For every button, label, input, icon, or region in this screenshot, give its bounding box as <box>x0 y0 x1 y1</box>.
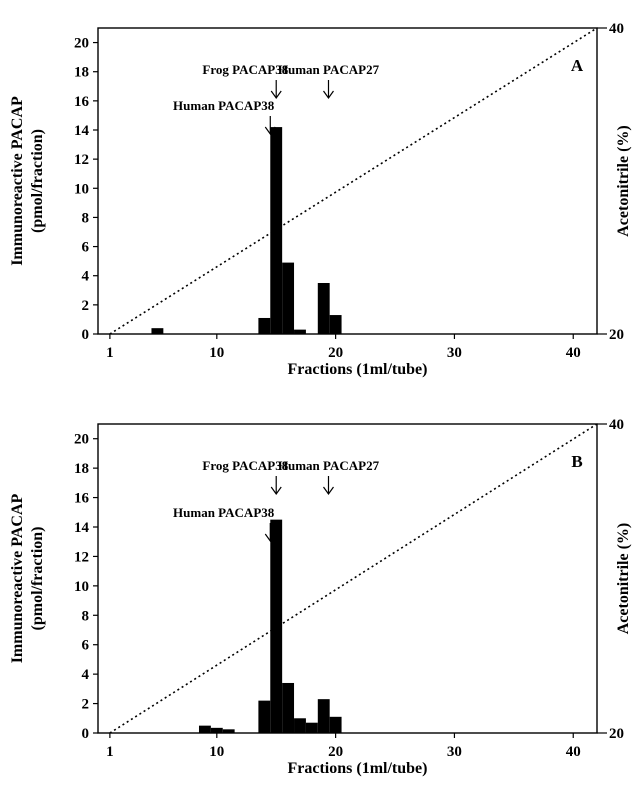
y-tick-label: 12 <box>74 549 89 565</box>
y-tick-label: 16 <box>74 94 90 110</box>
x-axis-title: Fractions (1ml/tube) <box>288 361 428 378</box>
bar <box>270 127 283 334</box>
annotation-label: Human PACAP38 <box>173 98 275 113</box>
y-tick-label: 14 <box>74 520 90 536</box>
bar <box>317 699 330 733</box>
plot-frame <box>97 27 598 335</box>
y-tick-label: 18 <box>74 461 89 477</box>
y2-tick-label: 20 <box>609 327 624 343</box>
y-axis-subtitle: (pmol/fraction) <box>29 527 46 631</box>
bar <box>258 317 271 334</box>
bar <box>294 718 306 733</box>
y-tick-label: 10 <box>74 181 89 197</box>
bar <box>151 328 164 334</box>
acetonitrile-gradient-line <box>109 27 598 335</box>
x-axis-title: Fractions (1ml/tube) <box>288 760 428 777</box>
y-tick-label: 8 <box>82 210 90 226</box>
x-tick-label: 20 <box>328 345 343 361</box>
x-tick-label: 20 <box>328 744 343 760</box>
annotation-arrow-head <box>270 90 282 100</box>
y-tick-label: 0 <box>82 327 90 343</box>
y-axis-title: Immunoreactive PACAP <box>9 493 26 663</box>
bar <box>210 727 223 733</box>
y2-tick-label: 40 <box>609 417 624 433</box>
y2-tick-label: 20 <box>609 726 624 742</box>
y-tick-label: 2 <box>82 298 90 314</box>
y-tick-label: 6 <box>82 240 90 256</box>
bar <box>317 283 330 334</box>
bar <box>329 716 342 733</box>
annotation-label: Frog PACAP38 <box>202 458 288 473</box>
y-tick-label: 10 <box>74 579 89 595</box>
annotation-label: Human PACAP27 <box>278 458 380 473</box>
y-tick-label: 20 <box>74 432 89 448</box>
chart-panel-b: 0 2 4 6 8 10 12 14 16 18 20 1 10 20 30 40 20 40 Fractions … <box>9 417 632 777</box>
y-tick-label: 12 <box>74 152 89 168</box>
plot-frame <box>97 423 598 734</box>
bar <box>198 725 211 733</box>
annotation-label: Human PACAP27 <box>278 62 380 77</box>
y-tick-label: 4 <box>82 667 90 683</box>
annotation-arrow-head <box>264 126 276 136</box>
y-tick-label: 18 <box>74 65 89 81</box>
chart-panel-a: 0 2 4 6 8 10 12 14 16 18 20 1 10 20 30 40 20 40 Fractions … <box>9 21 632 378</box>
panel-letter: A <box>571 56 584 75</box>
y-tick-label: 2 <box>82 697 90 713</box>
x-tick-label: 1 <box>106 744 114 760</box>
panel-letter: B <box>571 452 582 471</box>
bar <box>282 682 295 733</box>
x-tick-label: 1 <box>106 345 114 361</box>
x-tick-label: 10 <box>209 345 224 361</box>
annotation-arrow-head <box>323 90 334 100</box>
annotation-label: Human PACAP38 <box>173 505 275 520</box>
x-tick-label: 30 <box>447 345 462 361</box>
bar <box>305 722 318 733</box>
y-tick-label: 20 <box>74 36 89 52</box>
acetonitrile-gradient-line <box>109 423 598 734</box>
y-tick-label: 0 <box>82 726 90 742</box>
x-tick-label: 40 <box>566 744 581 760</box>
annotation-label: Frog PACAP38 <box>202 62 288 77</box>
annotation-arrow-head <box>264 533 276 543</box>
x-tick-label: 10 <box>209 744 224 760</box>
y-tick-label: 14 <box>74 123 90 139</box>
y-tick-label: 4 <box>82 269 90 285</box>
x-tick-label: 30 <box>447 744 462 760</box>
bar <box>222 729 235 733</box>
y2-tick-label: 40 <box>609 21 624 37</box>
y-tick-label: 8 <box>82 608 90 624</box>
bar <box>329 315 342 334</box>
y2-axis-title: Acetonitrile (%) <box>615 523 632 635</box>
annotation-arrow-head <box>270 486 282 496</box>
bar <box>258 700 271 733</box>
bar <box>270 519 283 733</box>
y2-axis-title: Acetonitrile (%) <box>615 125 632 237</box>
bar <box>294 329 306 334</box>
y-axis-subtitle: (pmol/fraction) <box>29 129 46 233</box>
annotation-arrow-head <box>323 486 334 496</box>
y-axis-title: Immunoreactive PACAP <box>9 96 26 266</box>
x-tick-label: 40 <box>566 345 581 361</box>
y-tick-label: 6 <box>82 638 90 654</box>
bar <box>282 262 295 334</box>
y-tick-label: 16 <box>74 491 90 507</box>
